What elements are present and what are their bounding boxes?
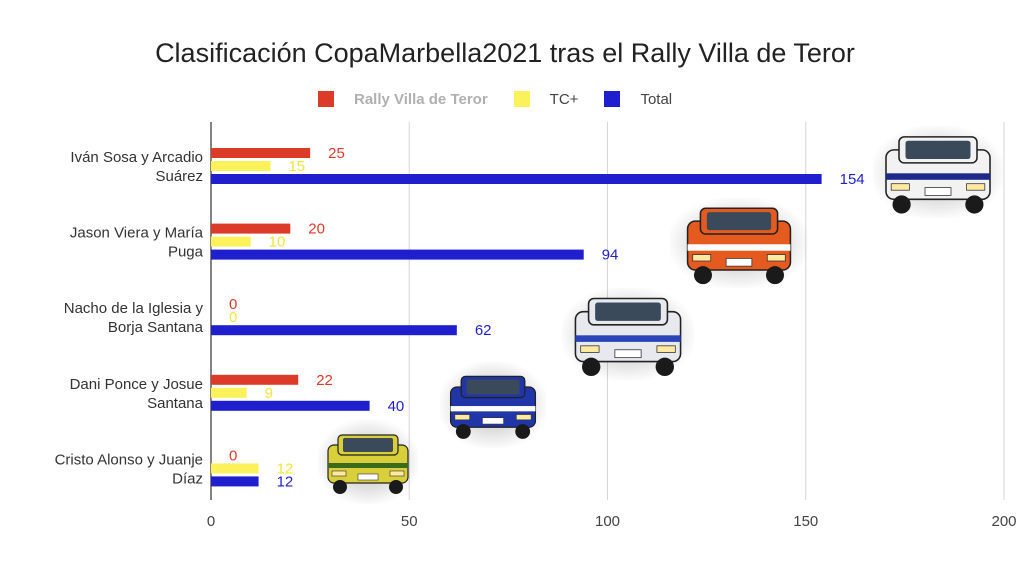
legend-item-rally: Rally Villa de Teror <box>318 91 488 108</box>
data-label-0-2: 0 <box>229 296 237 313</box>
x-tick-label-1: 50 <box>401 513 418 530</box>
bar-2-4 <box>211 476 259 487</box>
category-label-3-0: Dani Ponce y Josue <box>70 376 203 393</box>
data-label-0-3: 22 <box>316 372 333 389</box>
data-label-0-0: 25 <box>328 145 345 162</box>
legend-label-rally: Rally Villa de Teror <box>354 90 488 108</box>
legend: Rally Villa de Teror TC+ Total <box>318 88 698 110</box>
data-label-2-0: 154 <box>840 171 865 188</box>
category-label-4-0: Cristo Alonso y Juanje <box>55 451 203 468</box>
data-label-1-4: 12 <box>277 460 294 477</box>
category-label-3-1: Santana <box>147 395 204 412</box>
data-label-2-4: 12 <box>277 473 294 490</box>
bar-2-0 <box>211 174 822 184</box>
bar-2-1 <box>211 249 584 260</box>
legend-item-tc: TC+ <box>513 90 579 108</box>
data-label-1-2: 0 <box>229 309 237 326</box>
legend-label-tc: TC+ <box>549 90 579 108</box>
bar-1-3 <box>211 387 247 398</box>
data-label-2-3: 40 <box>388 398 405 415</box>
bar-1-0 <box>211 161 271 171</box>
bar-2-2 <box>211 325 457 336</box>
x-tick-label-4: 200 <box>991 513 1016 530</box>
category-label-2-0: Nacho de la Iglesia y <box>64 300 204 317</box>
data-label-1-3: 9 <box>265 385 273 402</box>
bar-0-0 <box>211 148 311 158</box>
car-photo-yellow <box>318 420 418 504</box>
x-tick-label-3: 150 <box>793 513 818 530</box>
car-photo-orange <box>670 198 808 288</box>
car-photo-white <box>873 126 1003 218</box>
x-tick-label-2: 100 <box>595 513 620 530</box>
legend-swatch-rally <box>318 91 334 107</box>
car-photo-white-blue <box>562 288 694 380</box>
category-label-1-1: Puga <box>168 244 204 261</box>
category-label-4-1: Díaz <box>172 470 203 487</box>
chart-title: Clasificación CopaMarbella2021 tras el R… <box>155 38 855 68</box>
data-label-1-0: 15 <box>288 158 305 175</box>
legend-label-total: Total <box>640 90 673 108</box>
data-label-0-4: 0 <box>229 447 237 464</box>
category-label-0-0: Iván Sosa y Arcadio <box>70 149 203 166</box>
x-tick-label-0: 0 <box>207 513 215 530</box>
category-label-1-0: Jason Viera y María <box>70 225 204 242</box>
legend-item-total: Total <box>604 91 672 108</box>
data-label-2-2: 62 <box>475 322 492 339</box>
legend-swatch-total <box>604 91 621 107</box>
car-photo-blue <box>440 362 546 448</box>
bar-0-1 <box>211 223 291 234</box>
category-label-0-1: Suárez <box>155 168 203 185</box>
legend-swatch-tc <box>513 91 530 107</box>
data-label-0-1: 20 <box>308 221 325 238</box>
category-label-2-1: Borja Santana <box>108 319 204 336</box>
bar-2-3 <box>211 400 370 411</box>
bar-0-3 <box>211 374 299 385</box>
data-label-1-1: 10 <box>269 234 286 251</box>
data-label-2-1: 94 <box>602 247 619 264</box>
bar-1-1 <box>211 236 251 247</box>
bar-1-4 <box>211 463 259 474</box>
